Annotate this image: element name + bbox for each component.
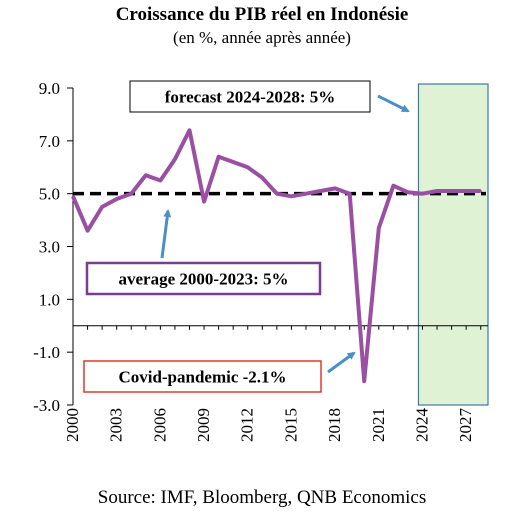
data-point	[144, 173, 148, 177]
average-annotation-label: average 2000-2023: 5%	[119, 270, 289, 289]
x-tick-label: 2021	[369, 408, 388, 442]
data-point	[173, 158, 177, 161]
y-tick-label: 9.0	[39, 79, 60, 98]
average-arrow	[160, 209, 172, 259]
data-point	[464, 189, 468, 193]
data-point	[392, 184, 395, 187]
data-point	[71, 195, 75, 198]
x-tick-label: 2027	[456, 408, 475, 443]
data-point	[450, 189, 453, 193]
covid-annotation-label: Covid-pandemic -2.1%	[118, 368, 286, 387]
x-tick-label: 2024	[412, 408, 431, 443]
data-point	[188, 129, 191, 132]
data-point	[100, 205, 104, 209]
data-point	[202, 200, 206, 203]
chart-title: Croissance du PIB réel en Indonésie	[115, 4, 409, 25]
forecast-annotation-label: forecast 2024-2028: 5%	[165, 88, 336, 107]
data-point	[333, 187, 337, 190]
x-tick-label: 2009	[194, 408, 213, 442]
data-point	[377, 226, 380, 230]
data-point	[363, 380, 366, 383]
x-tick-label: 2012	[238, 408, 257, 442]
covid-annotation-box	[83, 360, 322, 393]
y-tick-label: 5.0	[39, 185, 60, 204]
data-point	[275, 192, 279, 195]
forecast-arrow	[377, 94, 410, 113]
data-point	[159, 179, 162, 182]
data-point	[86, 229, 89, 232]
data-point	[217, 155, 220, 158]
data-point	[319, 189, 322, 193]
data-point	[421, 192, 424, 195]
data-point	[435, 189, 439, 193]
x-tick-label: 2015	[281, 408, 300, 442]
data-point	[261, 176, 264, 180]
data-point	[115, 197, 118, 201]
covid-arrow	[327, 351, 356, 374]
y-tick-label: -3.0	[33, 396, 60, 415]
y-tick-label: 7.0	[39, 132, 60, 151]
y-tick-label: 3.0	[39, 238, 60, 257]
data-point	[246, 166, 249, 169]
y-tick-label: 1.0	[39, 290, 60, 309]
data-point	[231, 160, 235, 164]
data-point	[406, 191, 410, 194]
x-tick-label: 2003	[107, 408, 126, 442]
forecast-annotation-box	[129, 80, 371, 113]
y-tick-label: -1.0	[33, 343, 60, 362]
chart-subtitle: (en %, année après année)	[173, 28, 351, 47]
data-point	[130, 192, 133, 195]
data-point	[479, 189, 482, 193]
x-tick-label: 2000	[63, 408, 82, 442]
data-point	[348, 192, 351, 195]
average-annotation-box	[85, 261, 322, 296]
forecast-region	[417, 83, 489, 406]
x-tick-label: 2018	[325, 408, 344, 442]
data-point	[304, 192, 308, 195]
source-note: Source: IMF, Bloomberg, QNB Economics	[97, 487, 427, 508]
x-tick-label: 2006	[150, 408, 169, 442]
data-point	[290, 195, 293, 198]
